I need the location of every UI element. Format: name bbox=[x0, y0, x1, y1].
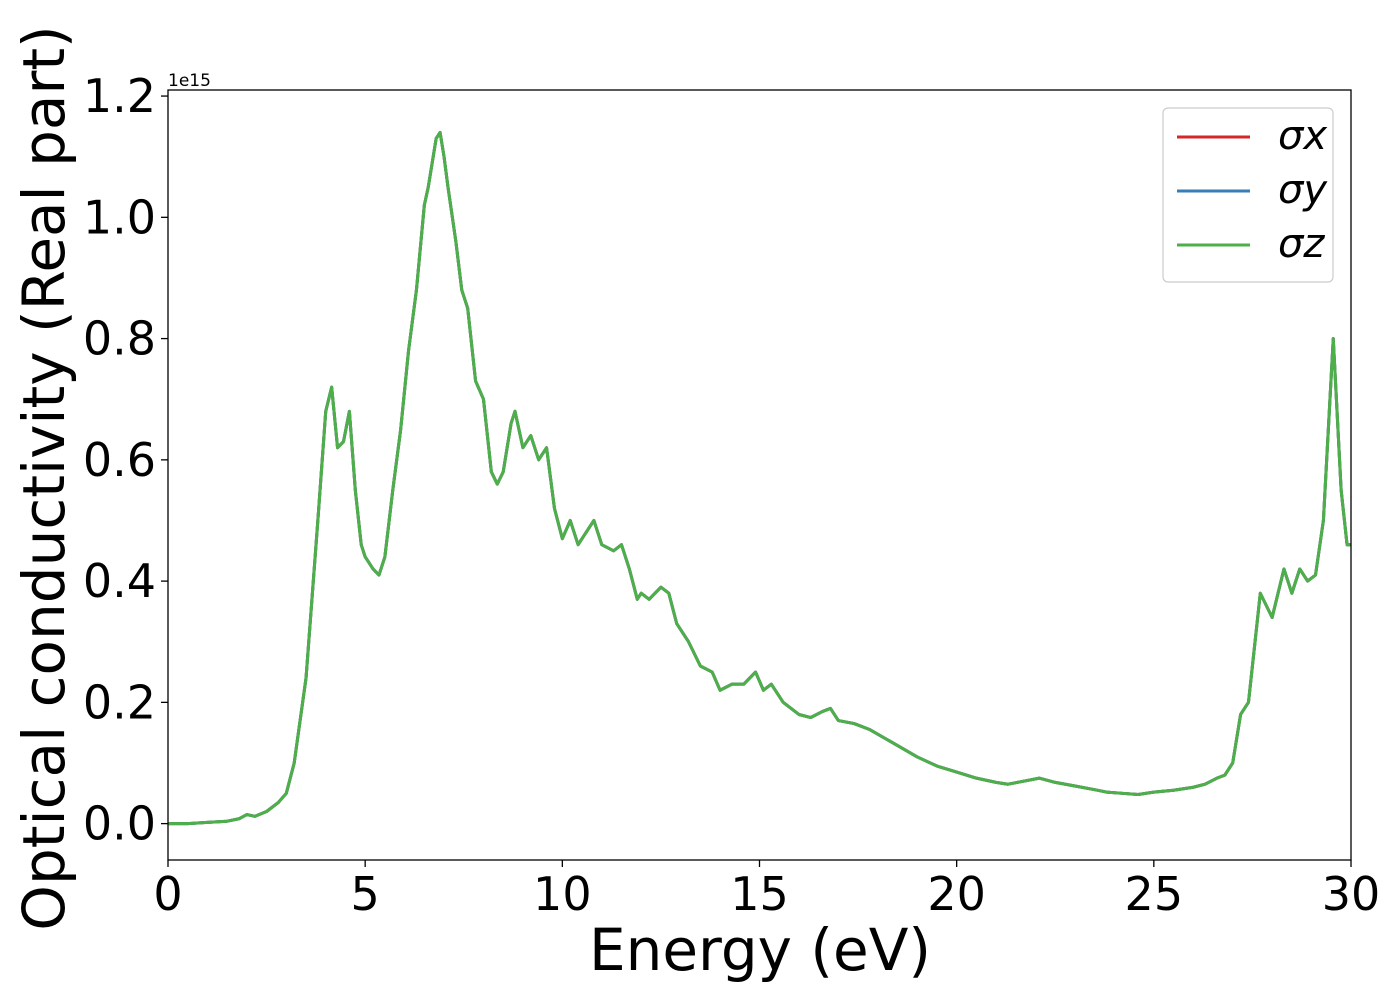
legend-label-2: σy bbox=[1278, 167, 1328, 213]
legend-box bbox=[1162, 107, 1334, 283]
y-tick-label: 1.2 bbox=[83, 69, 156, 123]
legend: σx σy σz bbox=[1162, 107, 1334, 283]
y-tick-label: 1.0 bbox=[83, 190, 156, 244]
x-tick-label: 30 bbox=[1322, 867, 1381, 921]
x-tick-label: 25 bbox=[1125, 867, 1184, 921]
y-offset-label: 1e15 bbox=[168, 71, 211, 91]
y-tick-label: 0.6 bbox=[83, 433, 156, 487]
y-tick-label: 0.0 bbox=[83, 797, 156, 851]
x-tick-label: 10 bbox=[533, 867, 592, 921]
x-tick-label: 15 bbox=[730, 867, 789, 921]
y-tick-label: 0.4 bbox=[83, 554, 156, 608]
x-tick-label: 20 bbox=[927, 867, 986, 921]
plot-area bbox=[168, 130, 1351, 826]
axes: 0 5 10 15 20 25 30 0.0 0.2 0.4 0.6 0.8 1.0 1.2 bbox=[83, 69, 1380, 921]
x-tick-label: 0 bbox=[153, 867, 182, 921]
series-line-3 bbox=[168, 130, 1351, 826]
y-axis-label: Optical conductivity (Real part) bbox=[10, 25, 78, 930]
y-tick-label: 0.2 bbox=[83, 675, 156, 729]
y-tick-label: 0.8 bbox=[83, 312, 156, 366]
x-tick-label: 5 bbox=[351, 867, 380, 921]
legend-label-1: σx bbox=[1278, 113, 1327, 159]
x-axis-label: Energy (eV) bbox=[589, 916, 931, 984]
legend-label-3: σz bbox=[1278, 221, 1325, 267]
